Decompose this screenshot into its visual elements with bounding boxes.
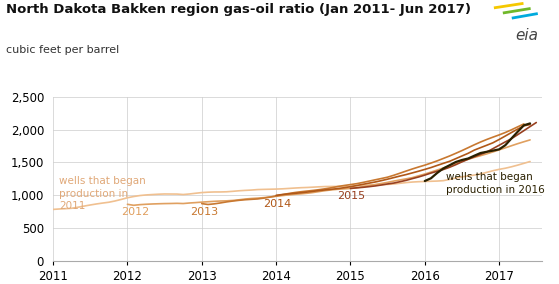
Text: 2012: 2012 [121,206,150,217]
Text: eia: eia [515,28,538,43]
Text: North Dakota Bakken region gas-oil ratio (Jan 2011- Jun 2017): North Dakota Bakken region gas-oil ratio… [6,3,471,16]
Text: cubic feet per barrel: cubic feet per barrel [6,45,119,55]
Text: 2015: 2015 [337,191,365,201]
Text: 2013: 2013 [191,207,219,217]
Text: wells that began
production in
2011: wells that began production in 2011 [59,176,146,211]
Text: 2014: 2014 [263,199,291,209]
Text: wells that began
production in 2016: wells that began production in 2016 [446,172,544,195]
